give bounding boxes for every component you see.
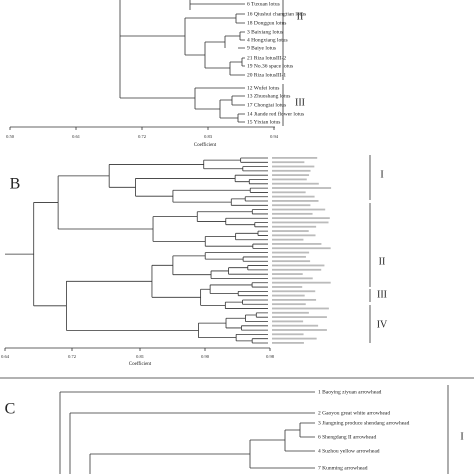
leaf-text-blur: [272, 324, 319, 327]
group-label: III: [295, 97, 305, 108]
leaf-text-blur: [272, 195, 315, 198]
leaf-label: 21 Riza lotusIII-2: [247, 55, 286, 61]
panel-label: C: [5, 401, 16, 418]
leaf-text-blur: [272, 238, 304, 241]
leaf-label: 9 Baiye lotus: [247, 45, 276, 51]
dendrogram-a: [119, 0, 245, 123]
leaf-text-blur: [272, 208, 326, 211]
leaf-label: 3 Jiangning produce shendang arrowhead: [318, 420, 410, 426]
leaf-text-blur: [272, 320, 304, 323]
leaf-text-blur: [272, 174, 310, 177]
leaf-label: 4 Suzhou yellow arrowhead: [318, 448, 380, 454]
leaf-text-blur: [272, 200, 319, 202]
leaf-text-blur: [272, 191, 306, 194]
tick-label: 0.61: [72, 134, 80, 139]
leaf-text-blur: [272, 165, 315, 168]
leaf-text-blur: [272, 182, 319, 185]
leaf-text-blur: [272, 277, 313, 280]
leaf-label: 16 Qiushui changtian lotus: [247, 11, 306, 17]
leaf-label: 1 Baoying ziyuan arrowhead: [318, 389, 382, 395]
leaf-text-blur: [272, 273, 303, 275]
leaf-text-blur: [272, 234, 316, 237]
axis-a: [9, 126, 275, 130]
leaf-text-blur: [272, 281, 331, 284]
leaf-text-blur: [272, 204, 311, 207]
leaf-label: 6 Tuxuan lotus: [247, 1, 280, 7]
tick-label: 0.98: [266, 354, 275, 359]
leaf-text-blur: [272, 221, 329, 224]
dendrogram-b: [5, 157, 332, 344]
tick-label: 0.94: [270, 134, 279, 139]
axis-b: [4, 347, 271, 351]
leaf-text-blur: [272, 247, 331, 250]
tick-label: 0.50: [6, 134, 15, 139]
leaf-text-blur: [272, 243, 322, 245]
leaf-text-blur: [272, 303, 306, 306]
leaf-text-blur: [272, 298, 317, 301]
leaf-text-blur: [272, 329, 327, 331]
leaf-text-blur: [272, 217, 330, 220]
leaf-text-blur: [272, 157, 318, 159]
dendrogram-c: [59, 391, 315, 474]
group-label: I: [460, 431, 463, 442]
leaf-label: 3 Baixiang lotus: [247, 29, 283, 35]
leaf-text-blur: [272, 251, 310, 254]
leaf-label: 15 Yixian lotus: [247, 119, 280, 125]
leaf-label: 2 Gaoyou great white arrowhead: [318, 410, 390, 416]
leaf-label: 7 Kunming arrowhead: [318, 465, 368, 471]
leaf-text-blur: [272, 169, 311, 172]
tree-b: [5, 157, 268, 344]
leaf-text-blur: [272, 230, 309, 232]
leaf-text-blur: [272, 178, 307, 181]
leaf-text-blur: [272, 294, 305, 297]
tick-label: 0.90: [201, 354, 210, 359]
leaf-text-blur: [272, 255, 306, 258]
leaf-text-blur: [272, 307, 329, 310]
leaf-text-blur: [272, 161, 305, 164]
tick-label: 0.81: [136, 354, 144, 359]
leaf-label: 17 Chongtai lotus: [247, 102, 286, 108]
axis-title: Coefficient: [129, 362, 152, 367]
group-label: I: [380, 169, 383, 180]
leaf-text-blur: [272, 225, 317, 228]
group-label: II: [297, 11, 304, 22]
tick-label: 0.72: [68, 354, 76, 359]
tick-label: 0.64: [1, 354, 10, 359]
group-label: II: [379, 256, 386, 267]
leaf-text-blur: [272, 264, 325, 267]
tick-label: 0.72: [138, 134, 146, 139]
leaf-text-blur: [272, 286, 303, 288]
group-label: IV: [377, 319, 388, 330]
leaf-text-blur: [272, 342, 304, 344]
leaf-label: 13 Zhuoshang lotus: [247, 93, 290, 99]
leaf-text-blur: [272, 187, 332, 189]
leaf-text-blur: [272, 316, 327, 318]
leaf-text-blur: [272, 290, 316, 293]
leaf-text-blur: [272, 268, 322, 271]
leaf-text-blur: [272, 212, 313, 215]
leaf-label: 6 Shengdang II arrowhead: [318, 434, 376, 440]
axis-title: Coefficient: [194, 143, 217, 148]
leaf-text-blur: [272, 333, 304, 336]
leaf-label: 20 Riza lotusIII-1: [247, 72, 286, 78]
leaf-label: 19 No.36 space lotus: [247, 63, 293, 69]
leaf-label: 14 Jiande red flower lotus: [247, 110, 304, 117]
tick-label: 0.83: [204, 134, 213, 139]
group-label: III: [377, 289, 387, 300]
panel-label: B: [10, 176, 21, 193]
leaf-text-blur: [272, 337, 317, 340]
leaf-text-blur: [272, 260, 311, 263]
leaf-label: 4 Hongxiang lotus: [247, 37, 288, 43]
leaf-text-blur: [272, 311, 309, 314]
leaf-label: 18 Dongguu lotus: [247, 20, 286, 26]
leaf-label: 12 Wufei lotus: [247, 84, 279, 91]
